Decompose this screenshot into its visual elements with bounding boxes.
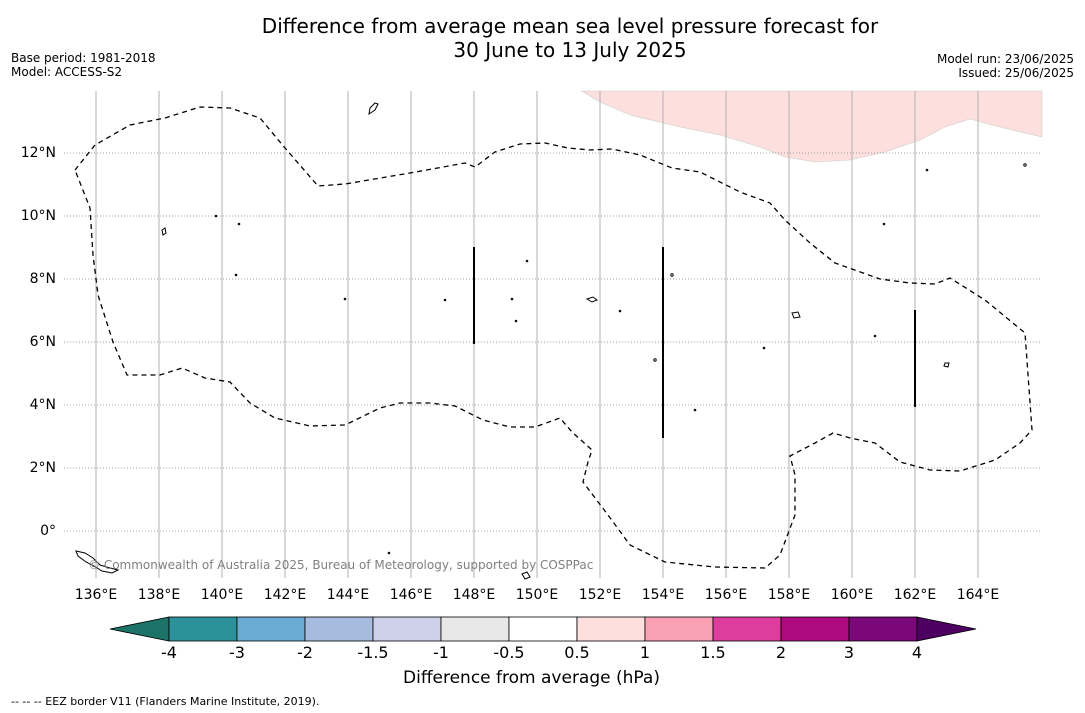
- island-manus: [521, 571, 531, 580]
- lat-label-4N: 4°N: [29, 397, 56, 413]
- model-run: Model run: 23/06/2025: [936, 52, 1074, 66]
- lon-label-142E: 142°E: [263, 587, 307, 603]
- island-pohnpei: [791, 311, 801, 319]
- lat-label-0: 0°: [40, 523, 56, 539]
- colorbar-tick-label: -4: [161, 643, 177, 662]
- colorbar-tick-label: 0.5: [564, 643, 590, 662]
- colorbar-tick-label: 1: [639, 643, 651, 662]
- lon-label-162E: 162°E: [893, 587, 937, 603]
- islet-m: [762, 346, 766, 350]
- islet-c: [234, 273, 238, 277]
- islet-h: [525, 259, 529, 263]
- eez-border: [74, 106, 1033, 569]
- lon-label-156E: 156°E: [704, 587, 748, 603]
- islet-q: [1023, 163, 1027, 167]
- eez-legend: -- -- -- EEZ border V11 (Flanders Marine…: [11, 695, 320, 708]
- colorbar-bin-7: [576, 616, 646, 642]
- colorbar-bin-2: [236, 616, 306, 642]
- lat-label-2N: 2°N: [29, 460, 56, 476]
- colorbar-tick-label: -2: [297, 643, 313, 662]
- colorbar-tick-label: -1.5: [357, 643, 389, 662]
- title-line-1: Difference from average mean sea level p…: [261, 14, 879, 38]
- lon-label-138E: 138°E: [137, 587, 181, 603]
- gridlines: [95, 91, 979, 578]
- island-yap: [161, 227, 167, 236]
- island-kosrae: [943, 362, 950, 368]
- islet-f: [510, 297, 514, 301]
- islet-o: [882, 222, 886, 226]
- islet-k: [670, 273, 674, 277]
- copyright-notice: © Commonwealth of Australia 2025, Bureau…: [88, 558, 594, 572]
- islet-l: [693, 408, 697, 412]
- islet-a: [214, 214, 218, 218]
- colorbar-bin-6: [508, 616, 578, 642]
- colorbar-tick-label: 4: [911, 643, 923, 662]
- colorbar-tick-label: 3: [843, 643, 855, 662]
- colorbar-tick-label: -0.5: [493, 643, 525, 662]
- colorbar: [109, 616, 977, 642]
- colorbar-bin-3: [304, 616, 374, 642]
- colorbar-bin-11: [848, 616, 918, 642]
- colorbar-bin-5: [440, 616, 510, 642]
- colorbar-bin-4: [372, 616, 442, 642]
- lon-label-154E: 154°E: [641, 587, 685, 603]
- islet-r: [387, 551, 391, 555]
- colorbar-tick-label: -3: [229, 643, 245, 662]
- latitude-gridlines: [64, 152, 1042, 532]
- lon-label-150E: 150°E: [515, 587, 559, 603]
- islet-j: [653, 358, 657, 362]
- colorbar-bin-10: [780, 616, 850, 642]
- colorbar-extend-high: [916, 616, 977, 642]
- lat-label-6N: 6°N: [29, 334, 56, 350]
- colorbar-bin-1: [168, 616, 238, 642]
- island-guam: [368, 102, 379, 116]
- islet-e: [443, 298, 447, 302]
- island-new-guinea-coast: [75, 550, 120, 574]
- islet-p: [925, 168, 929, 172]
- anomaly-region: [580, 90, 1043, 163]
- lon-label-144E: 144°E: [326, 587, 370, 603]
- lon-label-164E: 164°E: [956, 587, 1000, 603]
- colorbar-bin-8: [644, 616, 714, 642]
- base-period: Base period: 1981-2018: [11, 51, 156, 65]
- lon-label-136E: 136°E: [74, 587, 118, 603]
- colorbar-title: Difference from average (hPa): [403, 668, 660, 688]
- colorbar-tick-label: 1.5: [700, 643, 726, 662]
- model-name: Model: ACCESS-S2: [11, 65, 123, 79]
- issued-date: Issued: 25/06/2025: [958, 66, 1074, 80]
- islet-g: [514, 319, 518, 323]
- islet-i: [618, 309, 622, 313]
- lon-label-148E: 148°E: [452, 587, 496, 603]
- island-chuuk: [585, 296, 599, 303]
- lat-label-10N: 10°N: [20, 208, 56, 224]
- lon-label-140E: 140°E: [200, 587, 244, 603]
- lon-label-146E: 146°E: [389, 587, 433, 603]
- colorbar-tick-label: -1: [433, 643, 449, 662]
- lat-label-8N: 8°N: [29, 271, 56, 287]
- lon-label-158E: 158°E: [767, 587, 811, 603]
- meta-left: Base period: 1981-2018 Model: ACCESS-S2: [11, 51, 156, 79]
- islands: [75, 102, 1027, 580]
- islet-n: [873, 334, 877, 338]
- lon-label-160E: 160°E: [830, 587, 874, 603]
- meta-right: Model run: 23/06/2025 Issued: 25/06/2025: [937, 52, 1074, 80]
- colorbar-bin-9: [712, 616, 782, 642]
- map-title: Difference from average mean sea level p…: [0, 14, 1085, 62]
- lon-label-152E: 152°E: [578, 587, 622, 603]
- lat-label-12N: 12°N: [20, 145, 56, 161]
- colorbar-tick-label: 2: [775, 643, 787, 662]
- islet-d: [343, 297, 347, 301]
- islet-b: [237, 222, 241, 226]
- colorbar-extend-low: [109, 616, 170, 642]
- title-line-2: 30 June to 13 July 2025: [453, 38, 687, 62]
